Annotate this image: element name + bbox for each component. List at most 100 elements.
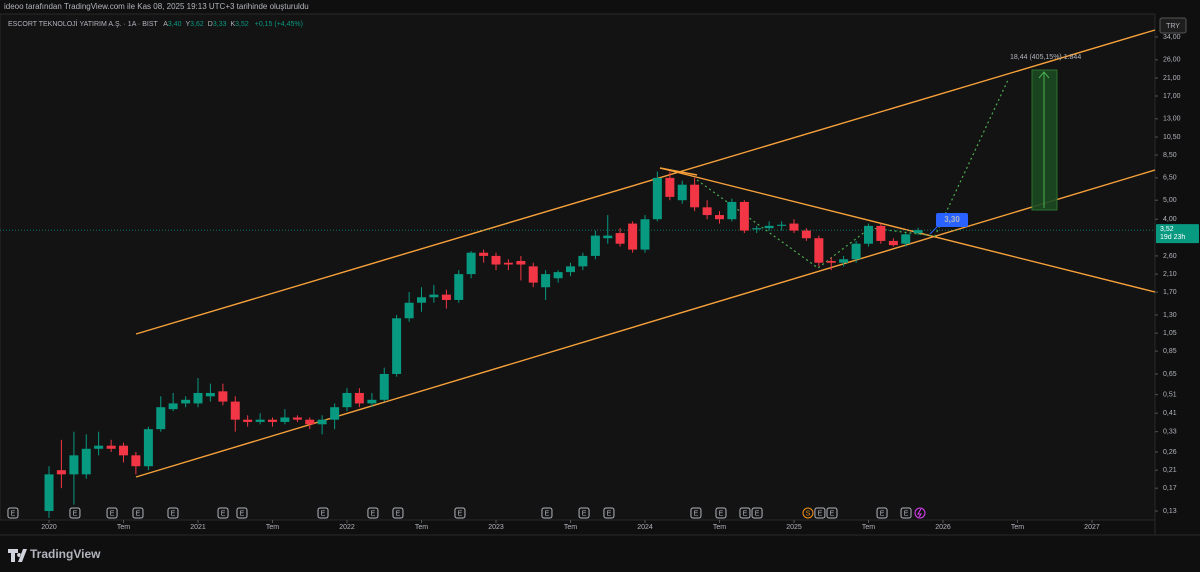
legend-value: 3,33 <box>213 21 227 28</box>
channel-lower <box>135 169 1156 478</box>
event-label: E <box>73 510 78 517</box>
event-marker[interactable] <box>578 507 590 519</box>
event-marker[interactable] <box>541 507 553 519</box>
last-price-tag <box>1156 224 1199 244</box>
ohlc-legend: A3,40 Y3,62 D3,33 K3,52 <box>163 21 249 28</box>
brand: TradingView <box>8 547 101 562</box>
candle-body <box>814 238 824 263</box>
candle-body <box>156 407 166 430</box>
event-label: E <box>371 510 376 517</box>
event-marker[interactable] <box>167 507 179 519</box>
candle-body <box>466 252 476 275</box>
trend-lines <box>135 29 1156 478</box>
candle-body <box>863 225 873 244</box>
event-marker[interactable] <box>236 507 248 519</box>
currency-button[interactable] <box>1159 17 1187 34</box>
event-marker[interactable] <box>69 507 81 519</box>
event-label: E <box>221 510 226 517</box>
event-marker[interactable] <box>715 507 727 519</box>
y-tick-label: 26,00 <box>1163 57 1181 64</box>
candle-body <box>578 255 588 267</box>
candle-body <box>677 184 687 201</box>
x-tick-label: 2021 <box>190 524 206 531</box>
candle-body <box>528 266 538 283</box>
x-tick-label: Tem <box>117 524 130 531</box>
event-label: E <box>582 510 587 517</box>
candle-body <box>330 407 340 420</box>
legend-key: K <box>230 21 235 28</box>
candle-body <box>615 233 625 244</box>
y-tick-label: 1,30 <box>1163 312 1177 319</box>
candle-body <box>764 225 774 229</box>
candle-body <box>714 215 724 220</box>
y-tick-label: 1,05 <box>1163 330 1177 337</box>
legend-key: A <box>163 21 168 28</box>
event-marker[interactable] <box>603 507 615 519</box>
change: +0,15 (+4,45%) <box>255 21 303 28</box>
currency[interactable]: TRY <box>1166 23 1180 30</box>
y-tick-label: 0,21 <box>1163 467 1177 474</box>
event-marker[interactable] <box>802 507 814 519</box>
event-label: S <box>806 510 811 517</box>
event-label: E <box>240 510 245 517</box>
symbol: ESCORT TEKNOLOJİ YATIRIM A.Ş. · 1A · BIS… <box>8 19 158 28</box>
candle-body <box>305 419 315 425</box>
x-tick-label: 2020 <box>41 524 57 531</box>
event-marker[interactable] <box>739 507 751 519</box>
candle-body <box>752 228 762 230</box>
candle-body <box>553 272 563 279</box>
event-marker[interactable] <box>690 507 702 519</box>
x-tick-label: 2026 <box>935 524 951 531</box>
candle-body <box>143 429 153 467</box>
y-tick-label: 0,41 <box>1163 410 1177 417</box>
candle-body <box>888 240 898 246</box>
event-marker[interactable] <box>876 507 888 519</box>
candle-body <box>429 294 439 298</box>
event-marker[interactable] <box>132 507 144 519</box>
candle-body <box>851 243 861 260</box>
brand-name: TradingView <box>30 547 101 561</box>
legend-value: 3,40 <box>168 21 182 28</box>
candle-body <box>628 223 638 250</box>
candle-body <box>94 445 104 449</box>
event-marker[interactable] <box>317 507 329 519</box>
event-label: E <box>694 510 699 517</box>
price-note-box <box>936 213 968 227</box>
candle-body <box>392 318 402 374</box>
x-tick-label: Tem <box>266 524 279 531</box>
event-marker[interactable] <box>900 507 912 519</box>
candle-body <box>404 302 414 319</box>
x-tick-label: Tem <box>713 524 726 531</box>
event-marker[interactable] <box>826 507 838 519</box>
plot-area <box>0 13 1156 521</box>
candle-body <box>503 262 513 265</box>
event-label: E <box>458 510 463 517</box>
event-label: E <box>880 510 885 517</box>
event-label: E <box>545 510 550 517</box>
candle-body <box>901 234 911 244</box>
event-label: E <box>11 510 16 517</box>
event-marker[interactable] <box>814 507 826 519</box>
candle-body <box>690 184 700 208</box>
legend-key: D <box>208 21 213 28</box>
event-marker[interactable] <box>454 507 466 519</box>
legend-value: 3,52 <box>235 21 249 28</box>
event-marker[interactable] <box>217 507 229 519</box>
candle-body <box>367 399 377 404</box>
event-marker[interactable] <box>106 507 118 519</box>
event-label: E <box>818 510 823 517</box>
event-marker[interactable] <box>914 507 926 519</box>
event-label: E <box>607 510 612 517</box>
candle-body <box>826 260 836 263</box>
event-label: E <box>110 510 115 517</box>
y-tick-label: 0,85 <box>1163 348 1177 355</box>
event-marker[interactable] <box>367 507 379 519</box>
y-tick-label: 0,33 <box>1163 429 1177 436</box>
event-marker[interactable] <box>392 507 404 519</box>
candle-body <box>193 392 203 404</box>
candle-body <box>441 294 451 300</box>
event-marker[interactable] <box>751 507 763 519</box>
event-marker[interactable] <box>7 507 19 519</box>
candle-body <box>181 399 191 404</box>
